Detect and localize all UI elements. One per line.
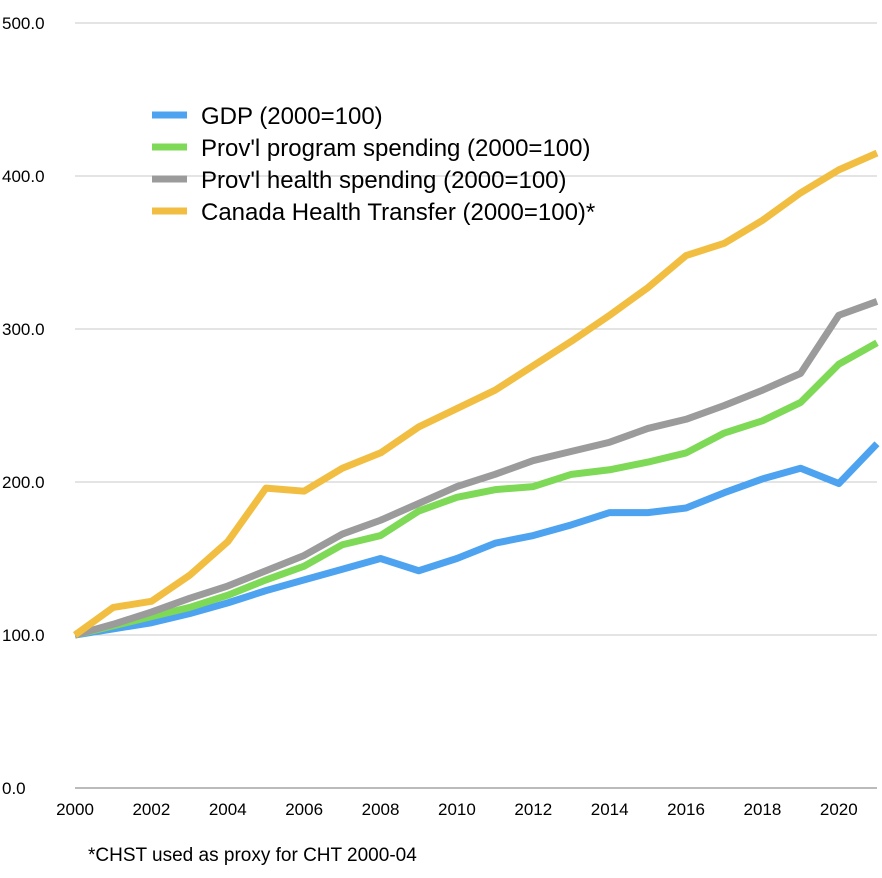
legend: GDP (2000=100) Prov'l program spending (2… xyxy=(152,103,595,226)
legend-label: GDP (2000=100) xyxy=(201,103,383,130)
series-3 xyxy=(72,149,879,638)
y-tick-label: 0.0 xyxy=(2,779,26,798)
y-tick-label: 100.0 xyxy=(2,626,45,645)
legend-item: Prov'l health spending (2000=100) xyxy=(152,167,567,194)
x-axis: 2000 2002 2004 2006 2008 2010 2012 2014 2016 2018… xyxy=(56,800,858,819)
legend-item: Canada Health Transfer (2000=100)* xyxy=(152,199,595,226)
x-tick-label: 2010 xyxy=(438,800,476,819)
y-tick-label: 300.0 xyxy=(2,320,45,339)
series-lines xyxy=(72,149,880,639)
series-1 xyxy=(74,339,879,639)
y-tick-label: 500.0 xyxy=(2,14,45,33)
y-tick-label: 200.0 xyxy=(2,473,45,492)
x-tick-label: 2012 xyxy=(514,800,552,819)
series-line xyxy=(74,441,880,639)
x-tick-label: 2014 xyxy=(591,800,629,819)
legend-label: Canada Health Transfer (2000=100)* xyxy=(201,199,595,226)
legend-item: GDP (2000=100) xyxy=(152,103,383,130)
series-line xyxy=(72,149,879,638)
y-axis: 0.0 100.0 200.0 300.0 400.0 500.0 xyxy=(2,14,45,798)
legend-label: Prov'l program spending (2000=100) xyxy=(201,135,590,162)
x-tick-label: 2004 xyxy=(209,800,247,819)
x-tick-label: 2016 xyxy=(667,800,705,819)
legend-item: Prov'l program spending (2000=100) xyxy=(152,135,590,162)
legend-label: Prov'l health spending (2000=100) xyxy=(201,167,567,194)
series-2 xyxy=(74,298,879,639)
x-tick-label: 2000 xyxy=(56,800,94,819)
footnote: *CHST used as proxy for CHT 2000-04 xyxy=(88,845,417,866)
x-tick-label: 2020 xyxy=(820,800,858,819)
series-line xyxy=(74,339,879,639)
x-tick-label: 2002 xyxy=(132,800,170,819)
x-tick-label: 2008 xyxy=(362,800,400,819)
series-line xyxy=(74,298,879,639)
x-tick-label: 2018 xyxy=(744,800,782,819)
y-tick-label: 400.0 xyxy=(2,167,45,186)
series-0 xyxy=(74,441,880,639)
x-tick-label: 2006 xyxy=(285,800,323,819)
